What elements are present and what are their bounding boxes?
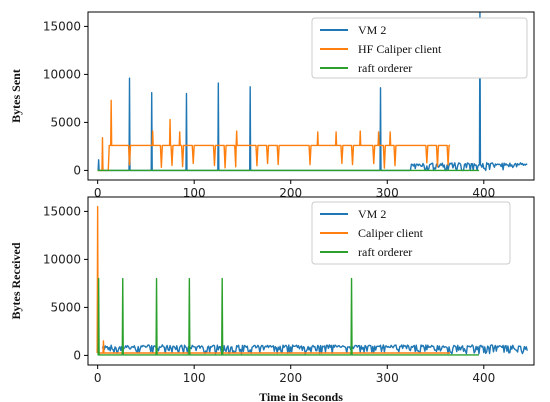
y-tick-label: 0	[73, 163, 81, 177]
series-line-hf-caliper-client	[97, 99, 451, 172]
series-line-caliper-client	[96, 205, 451, 354]
legend-entry: raft orderer	[358, 61, 412, 75]
x-tick-label: 200	[279, 371, 302, 385]
legend-entry: VM 2	[358, 207, 386, 221]
y-tick-label: 0	[73, 348, 81, 362]
bottom-panel-bytes-received: 0 100 200 300 400 0 5000 10000 15000 Bytes Receiv…	[9, 196, 535, 402]
legend-entry: raft orderer	[358, 245, 412, 259]
plot-area	[96, 205, 528, 356]
x-tick-label: 300	[376, 371, 399, 385]
legend: VM 2 Caliper client raft orderer	[311, 201, 511, 265]
legend-entry: Caliper client	[358, 226, 424, 240]
y-tick-label: 5000	[50, 300, 81, 314]
x-tick-label: 400	[472, 186, 495, 200]
legend-box	[311, 201, 511, 265]
series-line-raft-orderer	[97, 277, 479, 356]
legend-entry: HF Caliper client	[358, 42, 442, 56]
y-axis-label: Bytes Received	[9, 242, 23, 319]
x-tick-label: 100	[183, 186, 206, 200]
y-axis-label: Bytes Sent	[9, 69, 23, 123]
x-tick-label: 400	[472, 371, 495, 385]
x-tick-label: 300	[376, 186, 399, 200]
x-tick-label: 0	[94, 371, 102, 385]
y-tick-label: 15000	[43, 19, 81, 33]
axes-frame	[87, 196, 535, 366]
y-tick-label: 15000	[43, 204, 81, 218]
y-tick-label: 10000	[43, 67, 81, 81]
legend: VM 2 HF Caliper client raft orderer	[311, 17, 528, 79]
series-line-vm-2	[101, 344, 528, 355]
x-tick-label: 100	[183, 371, 206, 385]
legend-entry: VM 2	[358, 23, 386, 37]
top-panel-bytes-sent: 0 100 200 300 400 0 5000 10000 15000 Bytes Sent VM…	[9, 11, 535, 200]
legend-box	[311, 17, 528, 79]
y-tick-label: 5000	[50, 115, 81, 129]
x-tick-label: 200	[279, 186, 302, 200]
x-axis-label: Time in Seconds	[259, 390, 343, 402]
axes-frame	[87, 11, 535, 181]
y-tick-label: 10000	[43, 252, 81, 266]
plot-area	[97, 12, 528, 172]
x-tick-label: 0	[94, 186, 102, 200]
